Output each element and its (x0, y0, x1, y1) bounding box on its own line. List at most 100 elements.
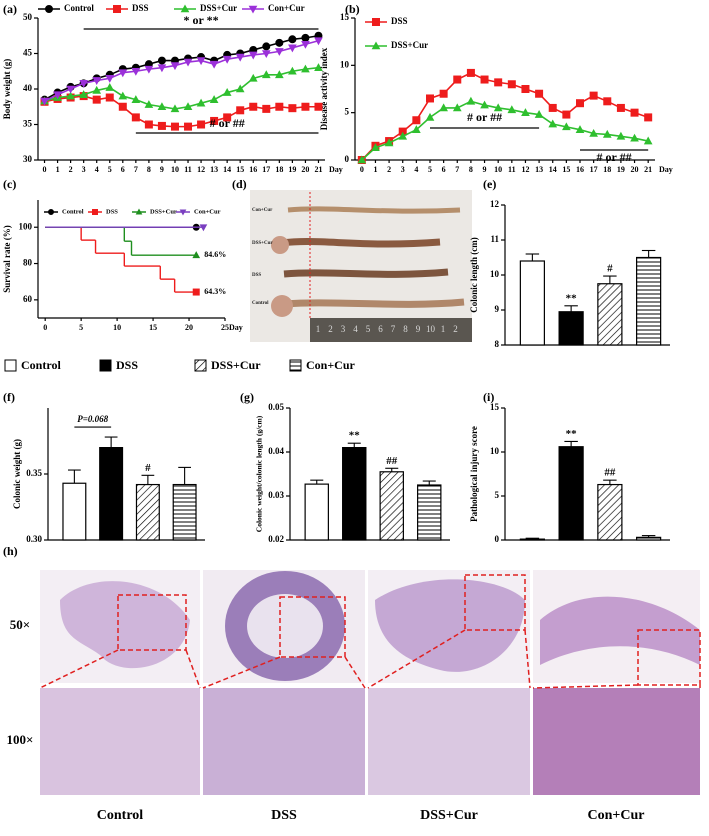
y-axis-label: Colonic weight (g) (12, 439, 22, 509)
x-tick-label: 15 (562, 165, 570, 174)
y-tick-label: 0 (345, 154, 350, 164)
legend-text: Control (62, 208, 84, 215)
marker (616, 103, 625, 112)
marker (439, 103, 448, 112)
marker (209, 95, 219, 103)
row-label: 50× (10, 617, 30, 632)
x-tick-label: 3 (401, 165, 405, 174)
y-tick-label: 30 (23, 154, 33, 164)
x-tick-label: 10 (494, 165, 502, 174)
marker (248, 51, 258, 60)
ruler-digit: 3 (341, 324, 346, 334)
annotation: ** (349, 430, 361, 442)
marker (144, 100, 154, 108)
column-label: Control (97, 808, 144, 823)
x-tick-label: 7 (134, 165, 138, 174)
legend-marker (180, 4, 190, 13)
marker (192, 288, 200, 296)
y-tick-label: 0.30 (26, 534, 42, 544)
x-tick-label: 15 (149, 323, 157, 332)
bar (62, 482, 87, 541)
marker (412, 125, 421, 134)
y-tick-label: 10 (490, 269, 500, 279)
marker (131, 95, 141, 103)
y-tick-label: 0 (495, 534, 500, 544)
marker (262, 42, 271, 51)
x-tick-label: 11 (508, 165, 516, 174)
marker (521, 108, 530, 116)
x-tick-label: 12 (197, 165, 205, 174)
marker (144, 65, 154, 74)
x-tick-label: 6 (442, 165, 446, 174)
x-tick-label: 14 (223, 165, 231, 174)
legend-marker (48, 209, 54, 215)
marker (183, 58, 193, 67)
y-tick-label: 10 (340, 59, 350, 69)
legend-marker (248, 5, 258, 14)
marker (66, 91, 75, 100)
marker (222, 88, 232, 96)
x-tick-label: 4 (414, 165, 418, 174)
marker (301, 40, 310, 49)
ruler-digit: 10 (426, 324, 436, 334)
panel-label: (c) (3, 177, 16, 191)
y-tick-label: 15 (340, 12, 350, 22)
marker (92, 85, 102, 94)
y-tick-label: 45 (23, 48, 33, 58)
y-tick-label: 80 (23, 258, 33, 268)
x-tick-label: 17 (590, 165, 598, 174)
annotation: ** (566, 428, 578, 440)
y-tick-label: 0.35 (26, 468, 42, 478)
marker (170, 62, 180, 71)
marker (131, 113, 140, 122)
marker (425, 112, 435, 121)
bar (99, 447, 124, 541)
series-line (361, 100, 649, 161)
marker (170, 122, 179, 131)
x-tick-label: 21 (314, 165, 322, 174)
legend-text: DSS+Cur (211, 358, 261, 372)
series-line (44, 66, 319, 110)
marker (199, 224, 208, 232)
ruler-digit: 6 (378, 324, 383, 334)
bar (636, 536, 662, 541)
x-tick-label: 18 (603, 165, 611, 174)
panel-label: (i) (483, 390, 494, 404)
marker (466, 68, 475, 77)
annotation: * or ** (184, 13, 219, 27)
y-axis-label: Survival rate (%) (2, 225, 12, 293)
legend-text: Control (21, 358, 61, 372)
bar (558, 446, 584, 541)
bar (597, 283, 623, 346)
annotation: # (607, 263, 613, 275)
legend-text: Control (64, 3, 94, 13)
marker (261, 70, 271, 79)
annotation: ## (386, 455, 398, 467)
x-tick-label: 6 (121, 165, 125, 174)
marker (157, 64, 167, 73)
ruler-digit: 1 (316, 324, 321, 334)
y-axis-label: Disease activity index (319, 47, 329, 130)
y-tick-label: 50 (23, 12, 33, 22)
marker (301, 102, 310, 111)
legend-text: DSS+Cur (150, 208, 177, 215)
x-tick-label: 0 (43, 165, 47, 174)
marker (157, 102, 167, 111)
marker (236, 106, 245, 115)
legend-text: DSS+Cur (200, 3, 237, 13)
x-tick-label: 2 (69, 165, 73, 174)
histology-images (39, 570, 701, 795)
marker (453, 75, 462, 84)
x-tick-label: 10 (113, 323, 121, 332)
x-tick-label: 25 (221, 323, 229, 332)
x-tick-label: 1 (373, 165, 377, 174)
column-label: Con+Cur (588, 808, 645, 823)
marker (196, 98, 206, 107)
x-tick-label: 15 (236, 165, 244, 174)
y-tick-label: 40 (23, 83, 33, 93)
marker (183, 102, 193, 111)
x-axis-label: Day (229, 323, 243, 332)
x-tick-label: 17 (262, 165, 270, 174)
legend-swatch (4, 359, 17, 372)
bar (135, 483, 160, 541)
